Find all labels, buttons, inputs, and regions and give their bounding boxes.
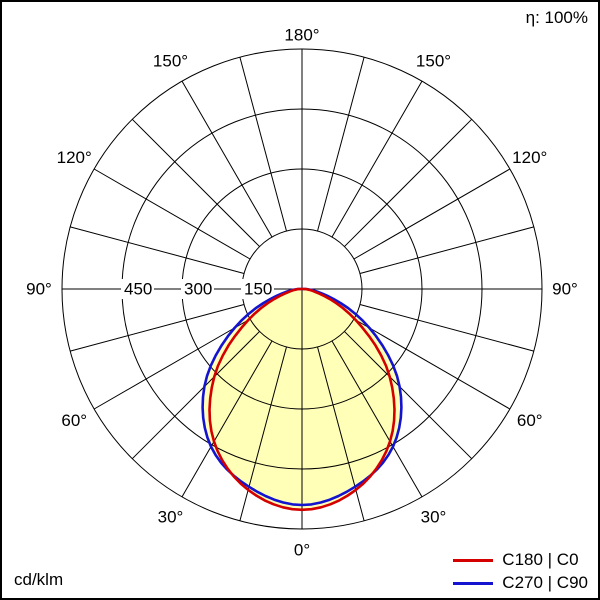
legend-item-c90: C270 | C90 — [453, 573, 588, 593]
svg-text:60°: 60° — [61, 411, 87, 430]
svg-text:120°: 120° — [57, 148, 92, 167]
svg-text:30°: 30° — [421, 507, 447, 526]
legend: C180 | C0 C270 | C90 — [453, 550, 588, 593]
svg-text:150°: 150° — [153, 52, 188, 71]
legend-line-c0-icon — [453, 558, 494, 562]
svg-text:120°: 120° — [512, 148, 547, 167]
svg-text:30°: 30° — [158, 507, 184, 526]
legend-label-c0: C180 | C0 — [502, 550, 579, 569]
svg-text:60°: 60° — [517, 411, 543, 430]
legend-line-c90-icon — [453, 581, 494, 585]
unit-label: cd/klm — [14, 570, 64, 589]
svg-text:450: 450 — [124, 280, 152, 299]
svg-text:180°: 180° — [284, 26, 319, 45]
svg-text:300: 300 — [184, 280, 212, 299]
legend-label-c90: C270 | C90 — [502, 573, 588, 592]
efficiency-label: η: 100% — [525, 8, 588, 27]
svg-text:0°: 0° — [294, 541, 310, 560]
legend-item-c0: C180 | C0 — [453, 550, 588, 570]
svg-text:150°: 150° — [416, 52, 451, 71]
svg-text:150: 150 — [244, 280, 272, 299]
svg-text:90°: 90° — [26, 280, 52, 299]
svg-text:90°: 90° — [552, 280, 578, 299]
